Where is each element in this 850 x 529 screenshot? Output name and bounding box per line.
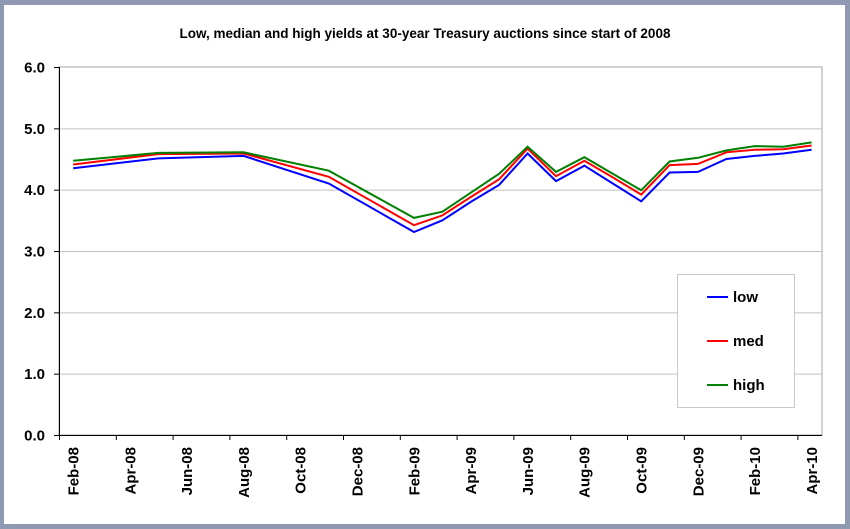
x-tick-label: Oct-08: [293, 447, 310, 494]
series-line-low: [73, 148, 812, 234]
y-tick-label: 2.0: [24, 305, 45, 322]
x-tick-label: Dec-09: [690, 447, 707, 496]
x-tick-label: Oct-09: [634, 447, 651, 494]
x-tick-label: Jun-09: [520, 447, 537, 495]
y-tick-label: 4.0: [24, 182, 45, 199]
legend-label-high: high: [733, 377, 765, 394]
y-tick-label: 0.0: [24, 428, 45, 445]
series-line-high: [73, 141, 812, 219]
x-tick-label: Apr-09: [463, 447, 480, 495]
legend-box: [677, 274, 795, 408]
y-tick-label: 6.0: [24, 60, 45, 77]
chart-title: Low, median and high yields at 30-year T…: [180, 26, 671, 41]
legend-label-med: med: [733, 333, 764, 350]
x-tick-label: Jun-08: [179, 447, 196, 495]
y-tick-label: 1.0: [24, 366, 45, 383]
chart-frame: [4, 5, 845, 524]
x-tick-label: Apr-08: [122, 447, 139, 495]
x-tick-label: Aug-08: [236, 447, 253, 498]
legend-label-low: low: [733, 289, 758, 306]
y-tick-label: 3.0: [24, 244, 45, 261]
x-tick-label: Feb-10: [747, 447, 764, 495]
x-tick-label: Dec-08: [350, 447, 367, 496]
x-tick-label: Feb-09: [406, 447, 423, 495]
legend: low med high: [677, 274, 795, 408]
x-tick-label: Apr-10: [804, 447, 821, 495]
x-tick-label: Feb-08: [66, 447, 83, 495]
x-tick-label: Aug-09: [577, 447, 594, 498]
series-line-med: [73, 144, 812, 227]
y-tick-label: 5.0: [24, 121, 45, 138]
